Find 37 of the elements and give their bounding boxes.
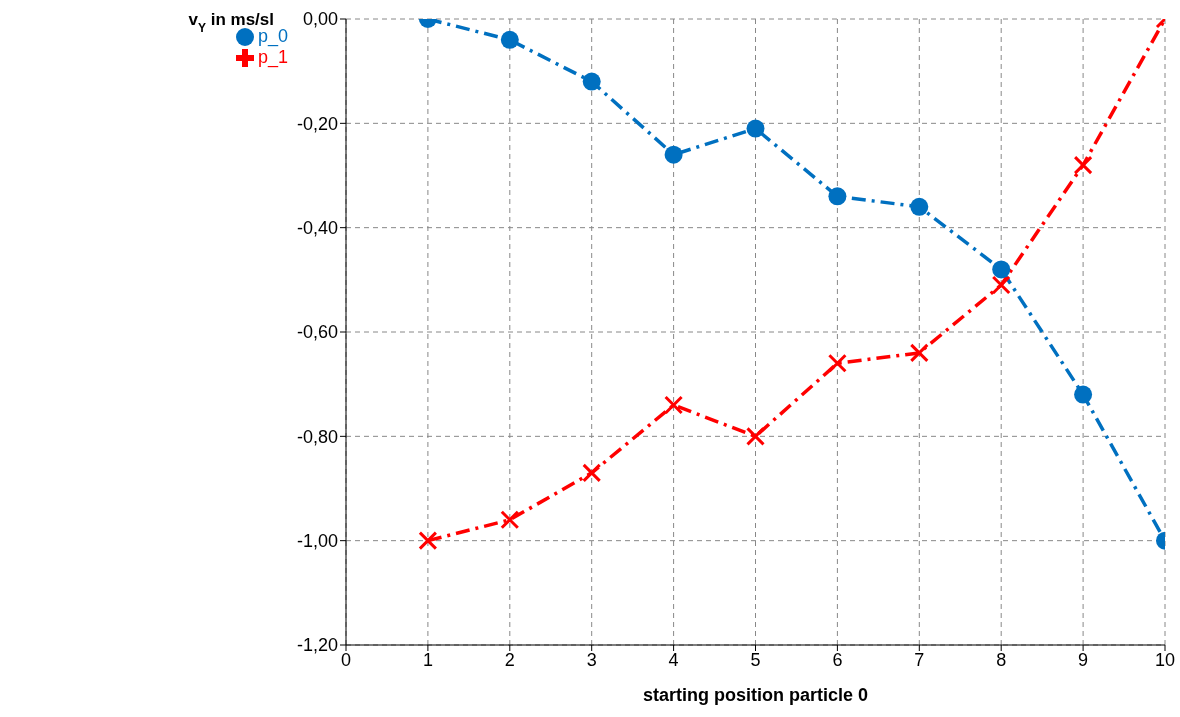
x-tick-label: 2 <box>504 649 515 670</box>
point <box>500 510 520 530</box>
y-tick-label: -0,40 <box>296 218 338 239</box>
point <box>909 343 929 363</box>
x-tick-label: 8 <box>996 649 1007 670</box>
y-tick-label: -0,20 <box>296 113 338 134</box>
x-tick-label: 9 <box>1078 649 1089 670</box>
y-tick-label: -0,80 <box>296 426 338 447</box>
x-tick-label: 3 <box>586 649 597 670</box>
x-axis-title: starting position particle 0 <box>642 685 869 705</box>
point <box>992 260 1011 279</box>
point <box>991 275 1011 295</box>
x-tick-label: 10 <box>1154 649 1176 670</box>
point <box>664 145 683 164</box>
point <box>746 426 765 446</box>
point <box>827 353 847 373</box>
y-tick-label: -1,20 <box>296 635 338 656</box>
point <box>582 72 601 91</box>
y-tick-label: 0,00 <box>302 9 338 30</box>
point <box>664 395 684 415</box>
x-tick-label: 4 <box>668 649 679 670</box>
x-tick-label: 7 <box>914 649 925 670</box>
x-tick-label: 5 <box>750 649 761 670</box>
point <box>1074 385 1093 404</box>
x-tick-label: 0 <box>340 649 352 670</box>
point <box>582 463 602 483</box>
y-tick-label: -0,60 <box>296 322 338 343</box>
point <box>500 30 519 49</box>
y-tick-label: -1,00 <box>296 531 338 552</box>
legend-label: p_1 <box>258 47 289 67</box>
point <box>746 119 765 138</box>
point <box>828 187 847 206</box>
point <box>910 197 929 216</box>
x-tick-label: 1 <box>422 649 433 670</box>
x-tick-label: 6 <box>832 649 843 670</box>
point <box>418 531 438 551</box>
point <box>1073 155 1093 175</box>
